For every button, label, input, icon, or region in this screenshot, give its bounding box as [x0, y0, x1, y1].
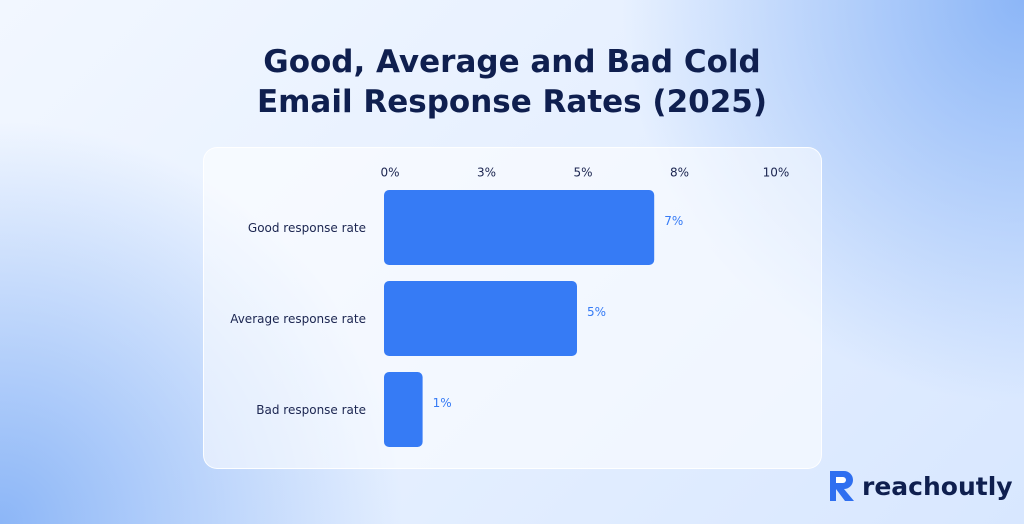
logo-icon: [830, 471, 854, 501]
x-tick-label: 0%: [380, 166, 399, 180]
chart-title: Good, Average and Bad Cold Email Respons…: [256, 44, 768, 120]
bar: [384, 372, 423, 447]
bar: [384, 281, 577, 356]
x-tick-label: 5%: [573, 166, 592, 180]
y-tick-label: Good response rate: [247, 220, 366, 235]
x-tick-label: 8%: [670, 166, 689, 180]
value-label: 1%: [433, 396, 452, 410]
value-label: 5%: [587, 305, 606, 319]
x-tick-label: 3%: [477, 166, 496, 180]
x-tick-label: 10%: [763, 166, 790, 180]
brand-name: reachoutly: [862, 472, 1013, 501]
bar: [384, 190, 655, 265]
y-tick-label: Average response rate: [230, 311, 366, 326]
y-tick-label: Bad response rate: [256, 402, 366, 417]
value-label: 7%: [664, 214, 683, 228]
